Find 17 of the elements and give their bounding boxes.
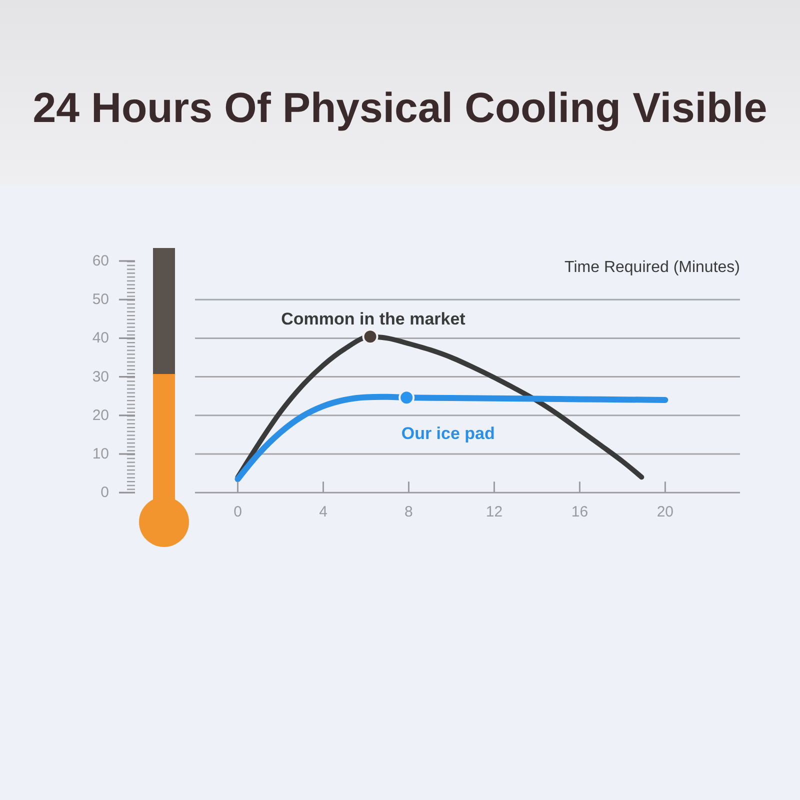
x-tick-label: 4: [319, 504, 328, 521]
chart-title: 24 Hours Of Physical Cooling Visible: [32, 84, 768, 132]
series-label: Our ice pad: [401, 424, 495, 443]
x-tick-label: 0: [234, 504, 242, 521]
series-label: Common in the market: [281, 310, 466, 329]
x-tick-label: 12: [486, 504, 503, 521]
x-tick-label: 8: [404, 504, 413, 521]
x-tick-label: 20: [656, 504, 674, 521]
y-tick-label: 50: [92, 291, 109, 308]
y-tick-label: 20: [92, 406, 109, 424]
x-tick-label: 16: [571, 504, 588, 521]
y-tick-label: 0: [100, 484, 109, 502]
y-tick-label: 40: [92, 330, 109, 347]
y-tick-label: 30: [92, 368, 109, 386]
y-tick-label: 10: [92, 446, 109, 462]
x-axis-title: Time Required (Minutes): [564, 259, 740, 277]
y-tick-label: 60: [92, 252, 109, 270]
